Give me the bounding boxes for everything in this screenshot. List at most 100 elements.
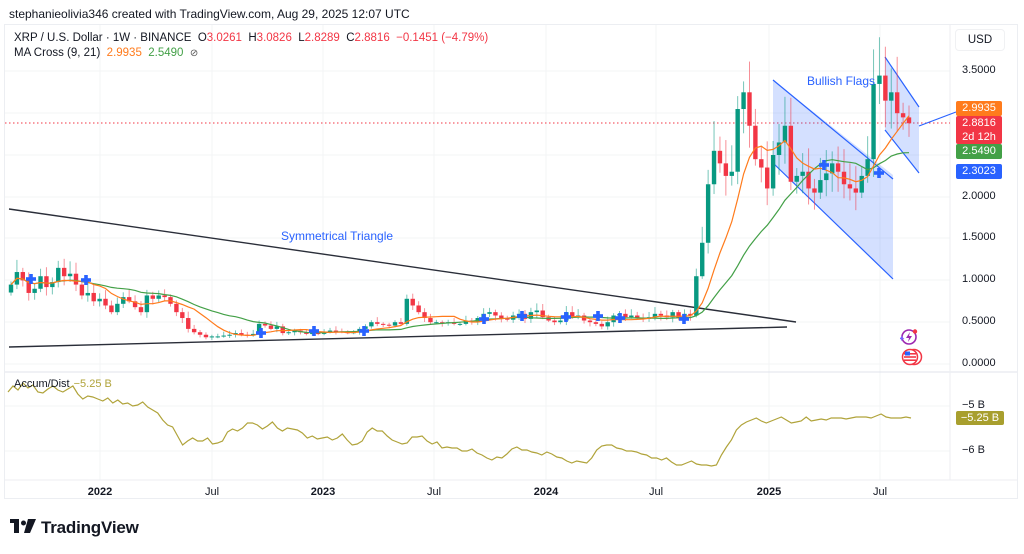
low-value: 2.8289 (304, 32, 340, 44)
flag-1-upper (772, 79, 894, 180)
candle-body (380, 323, 386, 325)
accum-dist-legend: Accum/Dist −5.25 B (14, 378, 112, 390)
candle-body (375, 322, 380, 324)
ma-cross-marker (682, 314, 686, 324)
candle-body (197, 332, 203, 335)
accum-dist-label[interactable]: Accum/Dist (14, 378, 70, 390)
ma-cross-marker (482, 314, 486, 324)
ma-cross-marker (84, 275, 88, 285)
ma-cross-marker (822, 160, 826, 170)
candle-body (652, 313, 658, 318)
candle-body (705, 184, 711, 243)
candle-body (729, 171, 734, 176)
tradingview-logo[interactable]: TradingView (10, 518, 139, 538)
ma-cross-marker (312, 326, 316, 336)
candle-body (215, 336, 220, 338)
candle-body (422, 312, 427, 319)
candle-body (581, 315, 587, 321)
hidden-source-icon[interactable]: ⊘ (189, 48, 199, 59)
candle-body (487, 312, 492, 314)
candle-body (97, 298, 102, 302)
candle-body (56, 267, 61, 283)
candle-body (540, 310, 545, 318)
candle-body (635, 315, 640, 319)
economic-event-icon[interactable] (899, 328, 918, 346)
chart-credit: stephanieolivia346 created with TradingV… (9, 7, 410, 21)
high-label: H (248, 32, 257, 44)
candle-body (877, 75, 882, 84)
candle-body (138, 307, 144, 313)
ma-cross-marker (877, 168, 881, 178)
candle-body (765, 167, 770, 189)
ma-slow-line (10, 152, 910, 334)
candle-body (735, 109, 740, 172)
time-tick-label: Jul (872, 486, 888, 498)
price-tick-label: 0.5000 (962, 315, 996, 327)
time-tick-label: 2023 (310, 486, 336, 498)
candle-body (132, 301, 138, 308)
last-price-tag: 2.8816 2d 12h (956, 116, 1002, 144)
accum-tick-label: −5 B (962, 399, 985, 411)
accum-dist-tag: −5.25 B (956, 411, 1004, 425)
candle-body (818, 180, 823, 193)
tradingview-logo-icon (10, 518, 36, 538)
candle-body (20, 272, 26, 281)
candle-body (186, 318, 191, 329)
ma-fast-value: 2.9935 (106, 47, 142, 59)
candle-body (694, 276, 699, 316)
high-value: 3.0826 (256, 32, 292, 44)
candle-body (44, 276, 49, 288)
price-tick-label: 1.5000 (962, 231, 996, 243)
time-tick-label: 2022 (87, 486, 113, 498)
candle-body (552, 320, 557, 323)
candle-body (227, 334, 232, 336)
ma-slow-tag: 2.5490 (956, 144, 1002, 159)
symmetrical-triangle-label[interactable]: Symmetrical Triangle (281, 229, 394, 243)
candle-body (392, 322, 398, 326)
candle-body (534, 310, 540, 313)
candle-body (794, 175, 799, 182)
candle-body (26, 280, 31, 293)
candle-body (883, 75, 888, 101)
candle-body (274, 326, 280, 329)
candle-body (404, 298, 410, 324)
currency-selector[interactable]: USD (955, 29, 1005, 51)
flag-2-upper (884, 56, 920, 108)
candle-body (50, 282, 55, 288)
candle-body (711, 150, 717, 185)
projection-line (918, 111, 957, 127)
symbol-title[interactable]: XRP / U.S. Dollar · 1W · BINANCE (14, 32, 192, 44)
candle-body (499, 315, 504, 319)
candle-body (906, 117, 912, 124)
candle-body (759, 159, 764, 168)
candle-body (434, 322, 439, 324)
candle-body (457, 323, 463, 325)
flag-1-lower (772, 162, 894, 280)
candle-body (333, 330, 339, 332)
candle-body (126, 297, 132, 302)
candle-body (221, 335, 226, 337)
candle-body (32, 288, 37, 293)
candle-body (103, 298, 108, 306)
bullish-flags-label[interactable]: Bullish Flags (807, 74, 876, 88)
candle-body (558, 320, 563, 323)
ma-cross-row: MA Cross (9, 21) 2.9935 2.5490 ⊘ (14, 46, 488, 61)
candle-body (753, 125, 758, 160)
candle-body (688, 313, 693, 316)
candle-body (859, 175, 864, 193)
ma-cross-marker (596, 311, 600, 321)
candle-body (109, 305, 114, 313)
brand-name: TradingView (41, 518, 139, 537)
candle-body (209, 336, 215, 338)
candle-body (327, 330, 333, 333)
candle-body (85, 292, 91, 296)
ma-cross-label[interactable]: MA Cross (9, 21) (14, 47, 101, 59)
candle-body (806, 171, 811, 189)
triangle-upper (8, 208, 797, 323)
chart-frame (4, 24, 1018, 499)
time-tick-label: 2024 (533, 486, 559, 498)
us-flag-event-icon[interactable] (901, 348, 923, 366)
candle-body (121, 297, 126, 304)
candle-body (256, 323, 262, 334)
